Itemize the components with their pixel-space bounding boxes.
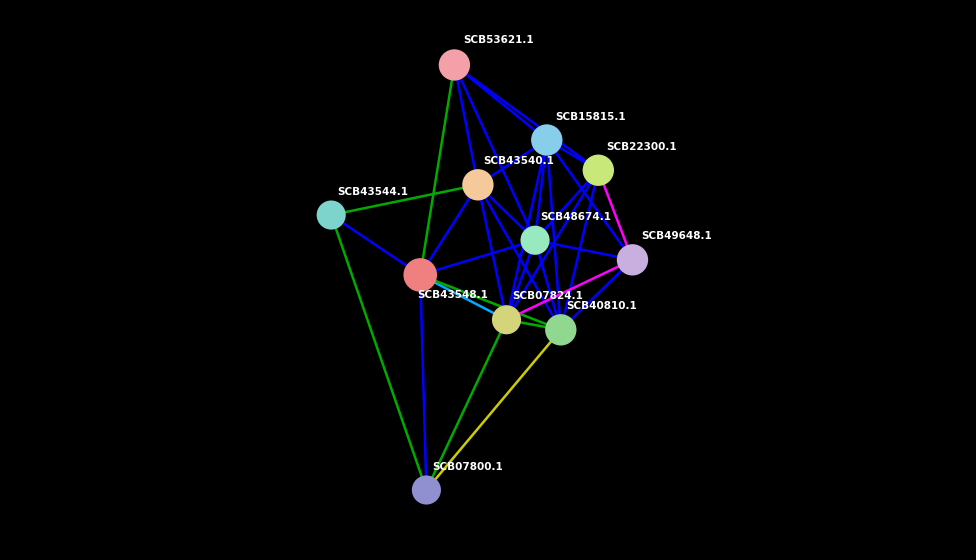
Text: SCB07824.1: SCB07824.1 [512,291,583,301]
Text: SCB49648.1: SCB49648.1 [641,231,712,241]
Circle shape [412,475,441,505]
Circle shape [316,200,346,230]
Circle shape [531,124,562,156]
Text: SCB40810.1: SCB40810.1 [566,301,637,311]
Text: SCB07800.1: SCB07800.1 [432,461,503,472]
Text: SCB43548.1: SCB43548.1 [418,290,488,300]
Circle shape [403,258,437,292]
Circle shape [520,226,549,255]
Text: SCB43544.1: SCB43544.1 [337,186,408,197]
Text: SCB22300.1: SCB22300.1 [607,142,677,152]
Circle shape [546,314,577,346]
Circle shape [583,155,614,186]
Text: SCB48674.1: SCB48674.1 [541,212,612,222]
Text: SCB53621.1: SCB53621.1 [463,35,534,45]
Circle shape [463,169,494,200]
Circle shape [492,305,521,334]
Circle shape [617,244,648,276]
Circle shape [439,49,470,81]
Text: SCB15815.1: SCB15815.1 [555,111,626,122]
Text: SCB43540.1: SCB43540.1 [483,156,554,166]
